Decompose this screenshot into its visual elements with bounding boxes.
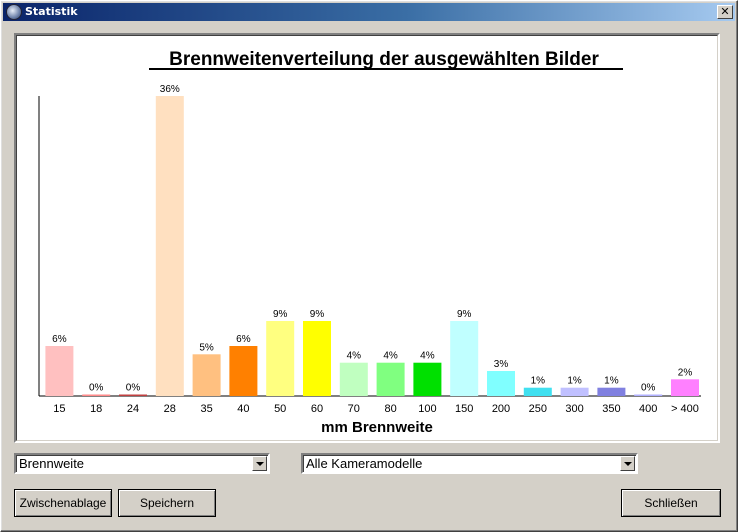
bar-value-label: 0% xyxy=(641,383,656,394)
x-tick-label: 50 xyxy=(274,403,286,415)
bar-40 xyxy=(229,346,258,396)
x-tick-label: 300 xyxy=(565,403,583,415)
close-button[interactable]: Schließen xyxy=(621,489,721,517)
chevron-down-icon[interactable] xyxy=(620,456,635,471)
bar-200 xyxy=(487,371,515,396)
bar-value-label: 4% xyxy=(347,351,362,362)
copy-to-clipboard-button[interactable]: Zwischenablage xyxy=(14,489,112,517)
x-tick-label: 70 xyxy=(348,403,360,415)
bar-value-label: 9% xyxy=(310,309,325,320)
bar-400 xyxy=(634,394,663,396)
bar-value-label: 0% xyxy=(89,383,104,394)
bar-value-label: 2% xyxy=(678,367,693,378)
bar-value-label: 6% xyxy=(236,334,251,345)
close-button-label: Schließen xyxy=(644,496,698,510)
bar-70 xyxy=(339,362,368,396)
camera-lens-icon xyxy=(6,4,22,20)
bar-value-label: 1% xyxy=(531,376,546,387)
chevron-down-icon[interactable] xyxy=(252,456,267,471)
bar-400plus xyxy=(671,379,699,396)
bar-value-label: 36% xyxy=(160,84,180,95)
metric-select[interactable]: Brennweite xyxy=(14,453,270,474)
copy-to-clipboard-button-label: Zwischenablage xyxy=(19,496,107,510)
x-tick-label: 28 xyxy=(164,403,176,415)
x-tick-label: 200 xyxy=(492,403,510,415)
bar-350 xyxy=(597,387,626,396)
bar-18 xyxy=(82,394,111,396)
bar-15 xyxy=(45,346,74,396)
bar-value-label: 0% xyxy=(126,383,141,394)
x-tick-label: > 400 xyxy=(671,403,699,415)
bar-60 xyxy=(303,321,331,396)
x-tick-label: 35 xyxy=(200,403,212,415)
chart-frame: Brennweitenverteilung der ausgewählten B… xyxy=(14,33,720,443)
bar-150 xyxy=(450,321,479,396)
x-tick-label: 150 xyxy=(455,403,473,415)
bar-value-label: 3% xyxy=(494,359,509,370)
close-window-button[interactable]: ✕ xyxy=(717,5,733,19)
x-tick-label: 100 xyxy=(418,403,436,415)
bar-24 xyxy=(119,394,147,396)
x-tick-label: 80 xyxy=(384,403,396,415)
bar-250 xyxy=(523,387,552,396)
metric-select-value: Brennweite xyxy=(19,456,85,471)
x-tick-label: 60 xyxy=(311,403,323,415)
bar-35 xyxy=(192,354,221,396)
bar-100 xyxy=(413,362,442,396)
chart-area: Brennweitenverteilung der ausgewählten B… xyxy=(16,35,718,441)
window-title: Statistik xyxy=(25,5,78,18)
bar-value-label: 1% xyxy=(604,376,619,387)
save-button-label: Speichern xyxy=(139,496,195,510)
bar-80 xyxy=(376,362,405,396)
bar-value-label: 5% xyxy=(199,342,214,353)
x-tick-label: 250 xyxy=(529,403,547,415)
title-bar[interactable]: Statistik ✕ xyxy=(3,3,735,21)
bar-50 xyxy=(266,321,295,396)
x-tick-label: 350 xyxy=(602,403,620,415)
bar-28 xyxy=(155,96,184,396)
x-tick-label: 400 xyxy=(639,403,657,415)
bar-value-label: 4% xyxy=(383,351,398,362)
chart-title: Brennweitenverteilung der ausgewählten B… xyxy=(169,49,599,70)
bar-value-label: 6% xyxy=(52,334,67,345)
x-tick-label: 15 xyxy=(53,403,65,415)
camera-model-select-value: Alle Kameramodelle xyxy=(306,456,423,471)
x-tick-label: 24 xyxy=(127,403,139,415)
x-axis-label: mm Brennweite xyxy=(321,419,433,436)
x-tick-label: 40 xyxy=(237,403,249,415)
bar-value-label: 4% xyxy=(420,351,435,362)
bar-value-label: 9% xyxy=(273,309,288,320)
bar-group: 6% 15 0% 18 0% 24 36% 28 5% 35 6% 40 9% 50 9% 60 4% 70 4% 8… xyxy=(45,84,699,415)
bar-300 xyxy=(560,387,589,396)
bar-value-label: 9% xyxy=(457,309,472,320)
bar-chart: Brennweitenverteilung der ausgewählten B… xyxy=(38,49,701,436)
x-tick-label: 18 xyxy=(90,403,102,415)
save-button[interactable]: Speichern xyxy=(118,489,216,517)
bar-value-label: 1% xyxy=(567,376,582,387)
camera-model-select[interactable]: Alle Kameramodelle xyxy=(301,453,638,474)
